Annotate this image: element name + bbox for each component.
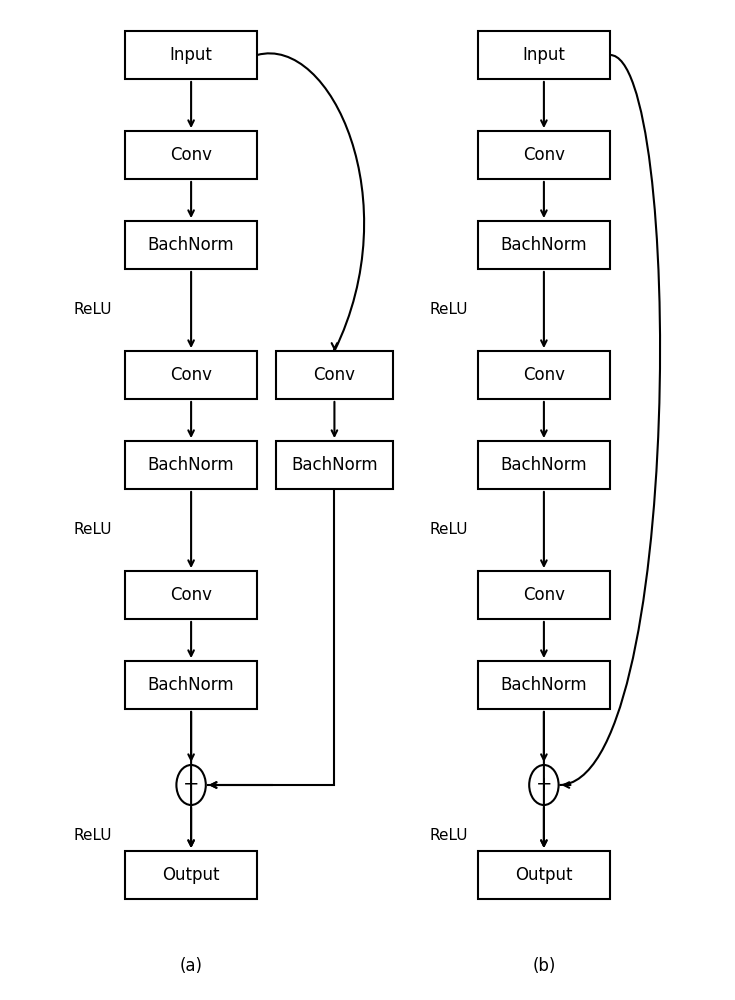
Text: BachNorm: BachNorm xyxy=(148,236,234,254)
FancyBboxPatch shape xyxy=(478,351,610,399)
Text: Conv: Conv xyxy=(313,366,356,384)
Text: Output: Output xyxy=(515,866,573,884)
FancyBboxPatch shape xyxy=(125,31,257,79)
Text: +: + xyxy=(536,776,552,794)
Text: BachNorm: BachNorm xyxy=(291,456,378,474)
Text: ReLU: ReLU xyxy=(74,522,112,538)
FancyBboxPatch shape xyxy=(478,441,610,489)
FancyBboxPatch shape xyxy=(478,661,610,709)
Text: Conv: Conv xyxy=(170,146,212,164)
Text: BachNorm: BachNorm xyxy=(501,676,587,694)
Text: BachNorm: BachNorm xyxy=(148,676,234,694)
FancyBboxPatch shape xyxy=(125,851,257,899)
FancyBboxPatch shape xyxy=(478,221,610,269)
Text: Input: Input xyxy=(170,46,212,64)
Text: Conv: Conv xyxy=(523,366,565,384)
FancyBboxPatch shape xyxy=(478,851,610,899)
Text: (a): (a) xyxy=(179,957,203,975)
Text: ReLU: ReLU xyxy=(74,828,112,842)
Text: Input: Input xyxy=(523,46,565,64)
FancyBboxPatch shape xyxy=(125,131,257,179)
FancyBboxPatch shape xyxy=(478,31,610,79)
Text: Conv: Conv xyxy=(523,586,565,604)
FancyBboxPatch shape xyxy=(478,571,610,619)
Text: BachNorm: BachNorm xyxy=(501,456,587,474)
Text: ReLU: ReLU xyxy=(74,302,112,318)
Text: Output: Output xyxy=(162,866,220,884)
FancyBboxPatch shape xyxy=(125,351,257,399)
Text: Conv: Conv xyxy=(170,366,212,384)
Text: BachNorm: BachNorm xyxy=(501,236,587,254)
FancyBboxPatch shape xyxy=(125,221,257,269)
FancyBboxPatch shape xyxy=(276,351,393,399)
FancyBboxPatch shape xyxy=(478,131,610,179)
Text: ReLU: ReLU xyxy=(430,522,468,538)
Text: (b): (b) xyxy=(532,957,556,975)
Text: +: + xyxy=(183,776,199,794)
FancyBboxPatch shape xyxy=(125,571,257,619)
Text: Conv: Conv xyxy=(523,146,565,164)
FancyBboxPatch shape xyxy=(276,441,393,489)
Circle shape xyxy=(529,765,559,805)
Text: ReLU: ReLU xyxy=(430,828,468,842)
Text: ReLU: ReLU xyxy=(430,302,468,318)
FancyBboxPatch shape xyxy=(125,661,257,709)
Text: BachNorm: BachNorm xyxy=(148,456,234,474)
Circle shape xyxy=(176,765,206,805)
FancyBboxPatch shape xyxy=(125,441,257,489)
Text: Conv: Conv xyxy=(170,586,212,604)
